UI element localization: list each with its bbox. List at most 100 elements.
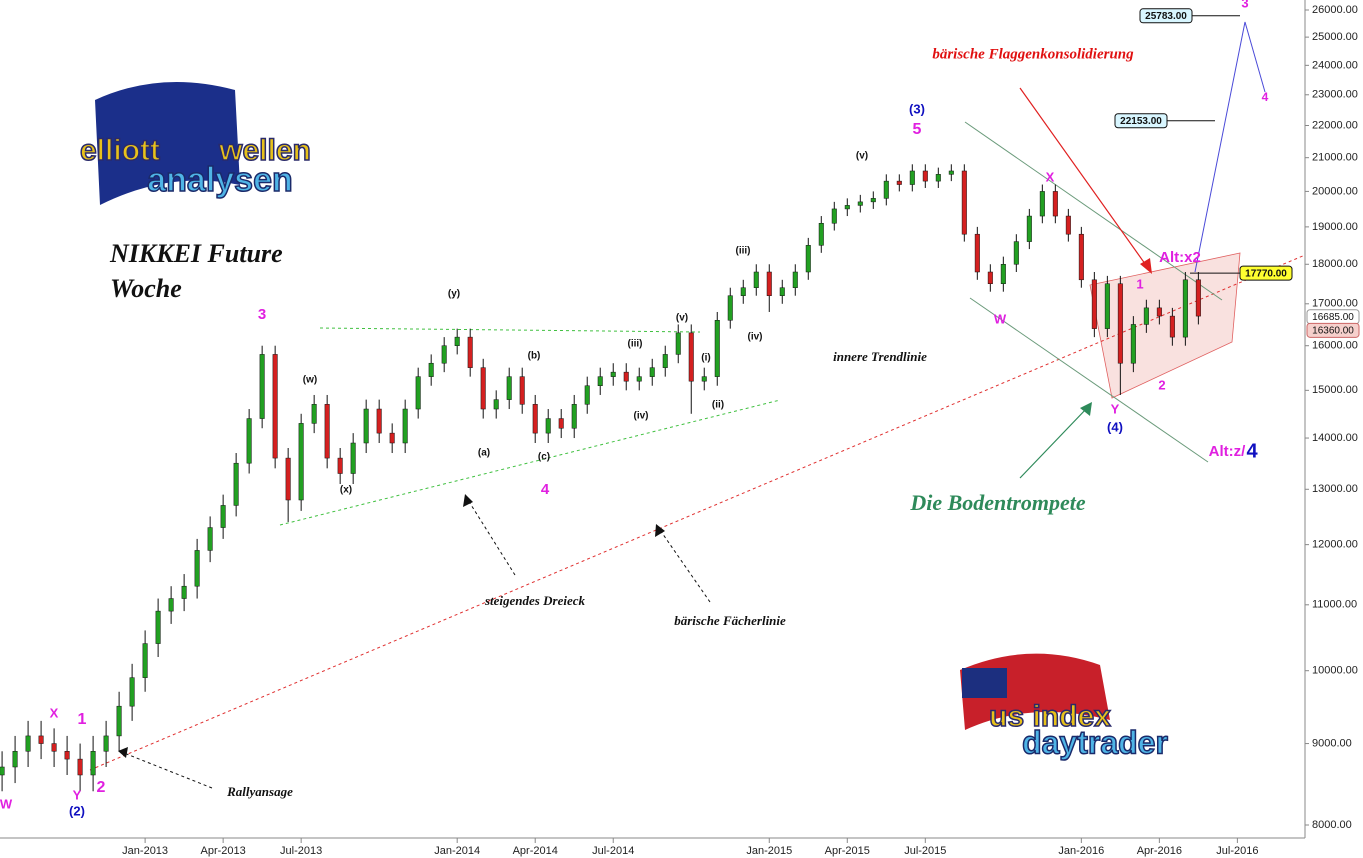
annotation: 1: [1136, 276, 1143, 291]
candle-body: [0, 766, 5, 776]
y-tick-label: 23000.00: [1312, 89, 1358, 101]
candle-body: [584, 385, 590, 405]
arrow: [123, 752, 213, 789]
channel-lower: [969, 297, 1209, 463]
candle-body: [662, 354, 668, 368]
candle-body: [831, 208, 837, 224]
candle-body: [987, 271, 993, 284]
y-tick-label: 24000.00: [1312, 59, 1358, 71]
candle-body: [415, 376, 421, 410]
candle-body: [597, 376, 603, 386]
triangle-lower: [279, 399, 781, 526]
annotation: (c): [538, 452, 550, 463]
candle-body: [220, 505, 226, 528]
candle-body: [727, 295, 733, 321]
arrow: [1019, 87, 1149, 269]
price-label-box: [1239, 265, 1293, 281]
candle-body: [324, 404, 330, 459]
candle-body: [545, 418, 551, 434]
candle-body: [389, 432, 395, 444]
candle-body: [272, 354, 278, 459]
candle-body: [1130, 324, 1136, 364]
candle-body: [493, 399, 499, 410]
annotation: X: [50, 705, 59, 720]
candle-body: [1182, 279, 1188, 338]
x-tick-label: Jan-2013: [122, 845, 168, 857]
candle-body: [857, 201, 863, 206]
annotation: W: [0, 796, 13, 811]
annotation: (v): [676, 313, 688, 324]
arrow-head: [463, 494, 473, 507]
candle-body: [38, 735, 44, 744]
annotation: 5: [913, 121, 922, 138]
arrow: [659, 529, 711, 603]
annotation: (iii): [628, 339, 643, 350]
logo-us: us index daytrader: [960, 653, 1169, 761]
candle-body: [1013, 241, 1019, 265]
y-tick-label: 18000.00: [1312, 258, 1358, 270]
logo-text: daytrader: [1022, 724, 1168, 760]
candle-body: [233, 462, 239, 506]
candle-body: [181, 585, 187, 599]
trendlines: [89, 21, 1306, 789]
candle-body: [610, 371, 616, 377]
annotation: Die Bodentrompete: [909, 490, 1086, 515]
candle-body: [90, 751, 96, 776]
annotation: Alt:x2: [1159, 249, 1201, 266]
candle-body: [792, 271, 798, 288]
flag-area: [1089, 252, 1241, 399]
price-label: 25783.00: [1145, 11, 1187, 22]
price-label: 22153.00: [1120, 116, 1162, 127]
x-tick-label: Jan-2016: [1058, 845, 1104, 857]
candle-body: [688, 332, 694, 382]
candle-body: [77, 758, 83, 776]
chart-title: NIKKEI Future: [109, 239, 283, 268]
chart-subtitle: Woche: [110, 274, 182, 303]
candle-body: [1026, 215, 1032, 242]
annotation: Alt:z/: [1209, 443, 1246, 460]
arrow-head: [1080, 402, 1092, 416]
candle-body: [480, 367, 486, 410]
candle-body: [623, 371, 629, 382]
candle-body: [155, 610, 161, 644]
candle-body: [12, 751, 18, 768]
logo-flag: [962, 668, 1007, 698]
candle-body: [454, 336, 460, 346]
annotation: innere Trendlinie: [833, 349, 927, 364]
candle-body: [25, 735, 31, 752]
y-tick-label: 16000.00: [1312, 340, 1358, 352]
price-label-box: [1139, 8, 1193, 24]
x-tick-label: Jan-2015: [746, 845, 792, 857]
y-tick-label: 10000.00: [1312, 665, 1358, 677]
y-tick-label: 26000.00: [1312, 4, 1358, 16]
candle-body: [870, 198, 876, 203]
annotation: Y: [1111, 401, 1120, 416]
candle-body: [376, 408, 382, 434]
candle-body: [1039, 191, 1045, 217]
candle-body: [207, 527, 213, 551]
candle-body: [766, 271, 772, 296]
candle-body: [1000, 264, 1006, 284]
candle-body: [740, 287, 746, 296]
y-tick-label: 22000.00: [1312, 119, 1358, 131]
x-tick-label: Apr-2015: [825, 845, 870, 857]
y-tick-label: 13000.00: [1312, 483, 1358, 495]
candle-body: [675, 332, 681, 355]
y-tick-label: 9000.00: [1312, 737, 1352, 749]
logo-text: us index: [989, 700, 1111, 733]
candle-body: [51, 743, 57, 752]
y-tick-label: 14000.00: [1312, 432, 1358, 444]
price-label-box: [1306, 322, 1360, 338]
projection: [1194, 21, 1266, 273]
x-tick-label: Jul-2014: [592, 845, 634, 857]
candle-body: [714, 320, 720, 377]
candle-body: [1117, 283, 1123, 364]
candle-body: [909, 170, 915, 185]
candle-body: [1091, 279, 1097, 329]
y-tick-label: 19000.00: [1312, 221, 1358, 233]
candle-body: [259, 354, 265, 419]
price-label: 16360.00: [1312, 325, 1354, 336]
x-tick-label: Apr-2014: [513, 845, 558, 857]
candle-body: [246, 418, 252, 464]
candle-body: [129, 677, 135, 707]
